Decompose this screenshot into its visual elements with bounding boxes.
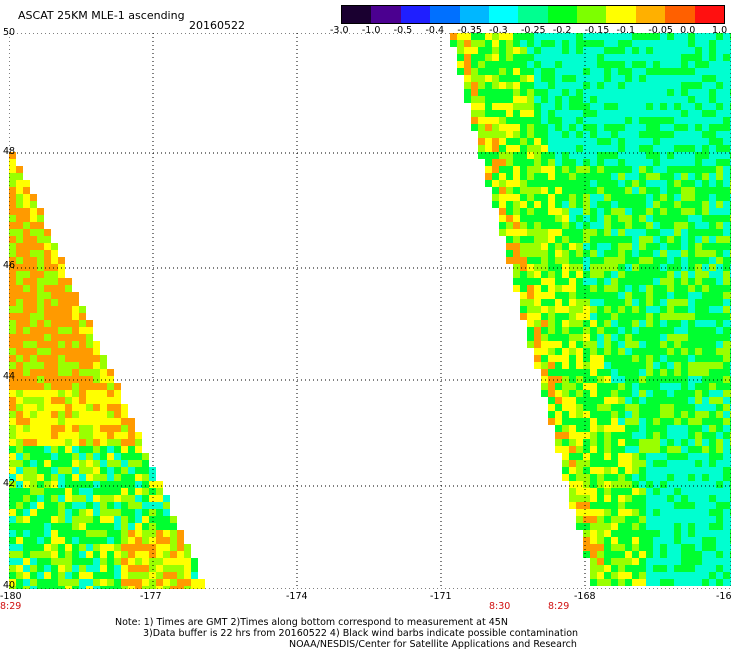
lat-label: 44 xyxy=(3,371,16,382)
lat-label: 48 xyxy=(3,146,16,157)
lon-label: -174 xyxy=(286,591,308,602)
colorbar-tick-label: -1.0 xyxy=(361,25,381,36)
lon-label: -168 xyxy=(574,591,596,602)
colorbar-tick-label: -0.05 xyxy=(648,25,673,36)
time-label: 8:29 xyxy=(0,601,22,612)
lon-label: -171 xyxy=(430,591,452,602)
colorbar-swatch xyxy=(577,6,606,23)
satellite-swath-pixels xyxy=(9,33,731,589)
time-label: 8:30 xyxy=(489,601,511,612)
lat-lon-grid xyxy=(9,33,731,589)
colorbar-swatch xyxy=(489,6,518,23)
colorbar-swatch xyxy=(548,6,577,23)
colorbar-swatch xyxy=(665,6,695,23)
colorbar-swatch xyxy=(636,6,665,23)
colorbar-tick-label: -0.1 xyxy=(616,25,636,36)
lon-label: -177 xyxy=(140,591,162,602)
colorbar-tick-label: -0.3 xyxy=(489,25,508,36)
colorbar-swatch xyxy=(342,6,371,23)
colorbar-swatch xyxy=(695,6,724,23)
colorbar-tick-label: -0.2 xyxy=(552,25,572,36)
colorbar-swatch xyxy=(518,6,548,23)
colorbar-tick-label: -0.4 xyxy=(425,25,445,36)
time-label: 8:29 xyxy=(548,601,570,612)
product-title: ASCAT 25KM MLE-1 ascending xyxy=(18,9,185,22)
product-date: 20160522 xyxy=(189,19,245,32)
colorbar-swatch xyxy=(430,6,460,23)
lon-label: -16 xyxy=(716,591,732,602)
lat-label: 50 xyxy=(3,27,16,38)
colorbar-tick-label: 1.0 xyxy=(712,25,728,36)
colorbar-swatch xyxy=(606,6,636,23)
colorbar-swatch xyxy=(371,6,401,23)
colorbar xyxy=(341,5,725,24)
colorbar-swatch xyxy=(401,6,430,23)
colorbar-tick-label: 0.0 xyxy=(680,25,696,36)
colorbar-tick-label: -3.0 xyxy=(330,25,349,36)
footer-credit: NOAA/NESDIS/Center for Satellite Applica… xyxy=(289,639,577,650)
footer-note-2: 3)Data buffer is 22 hrs from 20160522 4)… xyxy=(143,628,579,639)
footer-note-1: Note: 1) Times are GMT 2)Times along bot… xyxy=(115,617,508,628)
colorbar-tick-label: -0.5 xyxy=(393,25,413,36)
colorbar-tick-label: -0.25 xyxy=(521,25,546,36)
wind-map xyxy=(9,33,731,589)
lat-label: 40 xyxy=(3,580,16,591)
lon-label: -180 xyxy=(0,591,22,602)
lat-label: 42 xyxy=(3,478,16,489)
lat-label: 46 xyxy=(3,260,16,271)
colorbar-tick-label: -0.35 xyxy=(457,25,482,36)
colorbar-tick-label: -0.15 xyxy=(584,25,610,36)
colorbar-swatch xyxy=(460,6,489,23)
